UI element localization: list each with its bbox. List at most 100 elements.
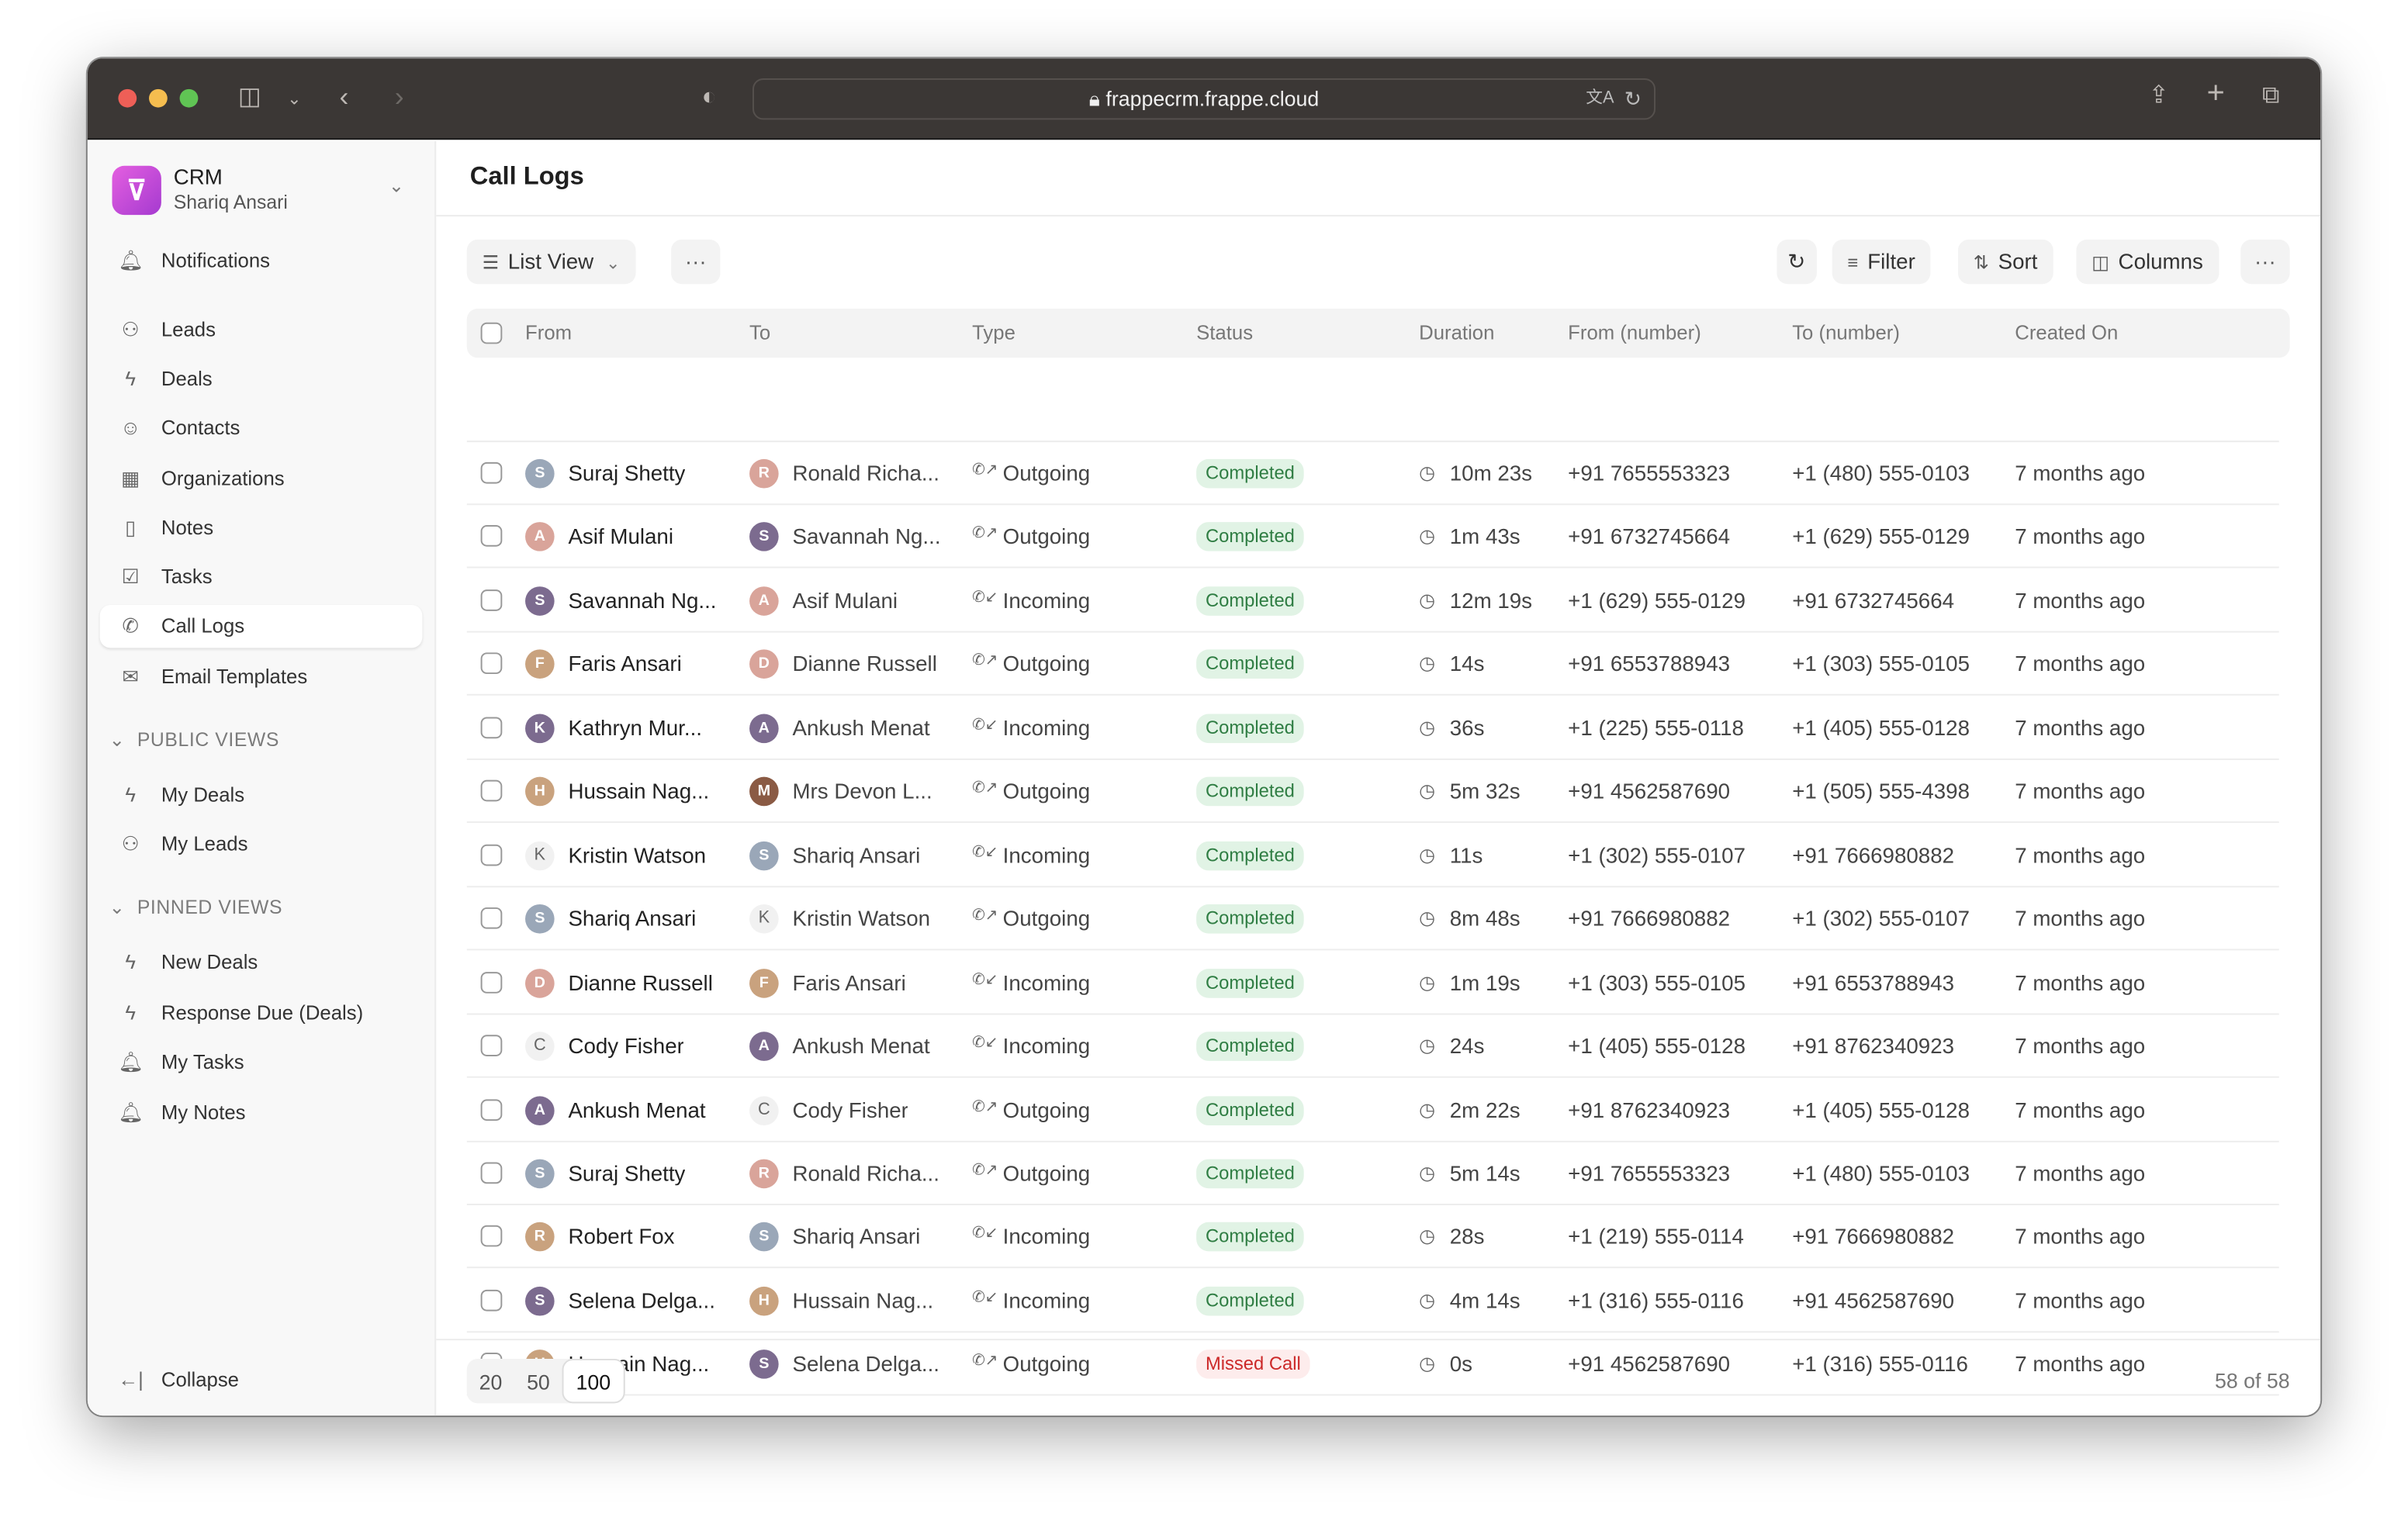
table-row[interactable]: D Dianne Russell F Faris Ansari ✆↙ Incoming Co…	[466, 952, 2279, 1014]
row-checkbox[interactable]	[480, 717, 503, 738]
row-checkbox[interactable]	[480, 971, 503, 993]
table-row[interactable]: S Suraj Shetty R Ronald Richa... ✆↗ Outgoing C…	[466, 1142, 2279, 1205]
tabs-overview-icon[interactable]: ⧉	[2261, 82, 2280, 109]
page-size-20[interactable]: 20	[479, 1370, 503, 1394]
table-row[interactable]: A Asif Mulani S Savannah Ng... ✆↗ Outgoing Com…	[466, 506, 2279, 569]
incoming-call-icon: ✆↙	[972, 1225, 998, 1243]
translate-icon[interactable]: 文A	[1586, 88, 1614, 108]
more-options-button[interactable]: ···	[671, 239, 721, 285]
page-size-100[interactable]: 100	[562, 1358, 624, 1404]
row-checkbox[interactable]	[480, 1035, 503, 1057]
table-row[interactable]: S Shariq Ansari K Kristin Watson ✆↗ Outgoing C…	[466, 887, 2279, 951]
created-on: 7 months ago	[2015, 1097, 2146, 1122]
collapse-button[interactable]: ←| Collapse	[100, 1359, 423, 1401]
column-header[interactable]: Status	[1196, 320, 1254, 344]
select-all-checkbox[interactable]	[480, 322, 503, 344]
sidebar-item-my-deals[interactable]: ϟ My Deals	[100, 774, 423, 817]
duration: 2m 22s	[1449, 1097, 1521, 1122]
sidebar-item-my-leads[interactable]: ⚇ My Leads	[100, 823, 423, 866]
row-checkbox[interactable]	[480, 653, 503, 675]
close-window-button[interactable]	[118, 88, 137, 108]
column-header[interactable]: From	[525, 320, 573, 344]
to-number: +91 4562587690	[1792, 1287, 1955, 1313]
table-row[interactable]: A Ankush Menat C Cody Fisher ✆↗ Outgoing Compl…	[466, 1079, 2279, 1142]
address-bar[interactable]: 🔒︎ frappecrm.frappe.cloud ↻ 文A	[752, 78, 1656, 120]
forward-icon[interactable]: ›	[394, 81, 404, 112]
more-actions-button[interactable]: ···	[2240, 239, 2290, 285]
page-size-50[interactable]: 50	[527, 1370, 550, 1394]
file-icon: ▯	[125, 516, 137, 539]
row-checkbox[interactable]	[480, 1225, 503, 1248]
row-checkbox[interactable]	[480, 780, 503, 802]
clock-icon: ◷	[1419, 907, 1435, 929]
row-checkbox[interactable]	[480, 907, 503, 929]
clock-icon: ◷	[1419, 971, 1435, 993]
column-header[interactable]: Created On	[2015, 320, 2119, 344]
chevron-down-icon[interactable]: ⌄	[287, 90, 302, 109]
minimize-window-button[interactable]	[149, 88, 168, 108]
sidebar-item-tasks[interactable]: ☑ Tasks	[100, 556, 423, 599]
column-header[interactable]: To (number)	[1792, 320, 1900, 344]
row-checkbox[interactable]	[480, 589, 503, 611]
public-views-section[interactable]: ⌄ PUBLIC VIEWS	[109, 727, 279, 751]
from-number: +91 6732745664	[1568, 524, 1731, 549]
column-header[interactable]: Type	[972, 320, 1015, 344]
column-header[interactable]: Duration	[1419, 320, 1495, 344]
table-row[interactable]: S Suraj Shetty R Ronald Richa... ✆↗ Outgoing C…	[466, 442, 2279, 506]
table-row[interactable]: S Savannah Ng... A Asif Mulani ✆↙ Incoming Com…	[466, 569, 2279, 633]
sidebar-toggle-icon[interactable]: ◫	[237, 84, 261, 111]
table-row[interactable]: R Robert Fox S Shariq Ansari ✆↙ Incoming Compl…	[466, 1206, 2279, 1269]
sidebar-item-new-deals[interactable]: ϟ New Deals	[100, 941, 423, 983]
row-checkbox[interactable]	[480, 1289, 503, 1312]
new-tab-icon[interactable]: +	[2206, 76, 2225, 111]
table-row[interactable]: K Kathryn Mur... A Ankush Menat ✆↙ Incoming Co…	[466, 696, 2279, 760]
row-checkbox[interactable]	[480, 844, 503, 866]
sort-icon: ⇅	[1973, 251, 1989, 274]
pinned-views-section[interactable]: ⌄ PINNED VIEWS	[109, 895, 283, 918]
column-header[interactable]: From (number)	[1568, 320, 1701, 344]
chevron-down-icon: ⌄	[109, 897, 132, 918]
table-row[interactable]: H Hussain Nag... M Mrs Devon L... ✆↗ Outgoing…	[466, 760, 2279, 824]
refresh-button[interactable]: ↻	[1777, 239, 1817, 285]
table-row[interactable]: K Kristin Watson S Shariq Ansari ✆↙ Incoming C…	[466, 824, 2279, 887]
sidebar-item-leads[interactable]: ⚇ Leads	[100, 309, 423, 351]
row-checkbox[interactable]	[480, 1098, 503, 1121]
sort-button[interactable]: ⇅ Sort	[1957, 239, 2053, 285]
sidebar-item-organizations[interactable]: ▦ Organizations	[100, 458, 423, 500]
row-checkbox[interactable]	[480, 525, 503, 548]
call-type: Incoming	[1002, 969, 1091, 994]
duration: 10m 23s	[1449, 460, 1533, 486]
bell-icon: 🔔︎	[118, 1100, 144, 1124]
sidebar-item-email-templates[interactable]: ✉ Email Templates	[100, 655, 423, 698]
avatar: A	[525, 522, 555, 552]
row-checkbox[interactable]	[480, 461, 503, 484]
sidebar-item-my-tasks[interactable]: 🔔︎ My Tasks	[100, 1041, 423, 1083]
share-icon[interactable]: ⇪	[2148, 82, 2169, 109]
outgoing-call-icon: ✆↗	[972, 780, 998, 797]
created-on: 7 months ago	[2015, 779, 2146, 804]
from-number: +91 7655553323	[1568, 460, 1731, 486]
reload-icon[interactable]: ↻	[1624, 87, 1642, 111]
duration: 8m 48s	[1449, 906, 1521, 931]
table-row[interactable]: C Cody Fisher A Ankush Menat ✆↙ Incoming Compl…	[466, 1015, 2279, 1078]
filter-button[interactable]: ≡ Filter	[1832, 239, 1931, 285]
phone-icon: ✆	[122, 613, 140, 638]
sidebar-item-notes[interactable]: ▯ Notes	[100, 506, 423, 549]
sidebar-item-call-logs[interactable]: ✆ Call Logs	[99, 604, 423, 648]
table-row[interactable]: F Faris Ansari D Dianne Russell ✆↗ Outgoing Co…	[466, 633, 2279, 696]
sidebar-item-my-notes[interactable]: 🔔︎ My Notes	[100, 1091, 423, 1134]
columns-button[interactable]: ◫ Columns	[2076, 239, 2219, 285]
sidebar-item-deals[interactable]: ϟ Deals	[100, 358, 423, 400]
sidebar-item-notifications[interactable]: 🔔︎ Notifications	[100, 240, 423, 282]
avatar: K	[525, 714, 555, 743]
row-checkbox[interactable]	[480, 1162, 503, 1184]
table-row[interactable]: S Selena Delga... H Hussain Nag... ✆↙ Incomin…	[466, 1270, 2279, 1332]
column-header[interactable]: To	[749, 320, 771, 344]
avatar: C	[525, 1032, 555, 1061]
shield-icon[interactable]: ◐	[701, 84, 717, 111]
maximize-window-button[interactable]	[179, 88, 199, 108]
view-selector[interactable]: ☰ List View ⌄	[466, 239, 636, 285]
sidebar-item-response-due-deals[interactable]: ϟ Response Due (Deals)	[100, 991, 423, 1034]
sidebar-item-contacts[interactable]: ☺ Contacts	[100, 407, 423, 450]
back-icon[interactable]: ‹	[339, 81, 349, 112]
